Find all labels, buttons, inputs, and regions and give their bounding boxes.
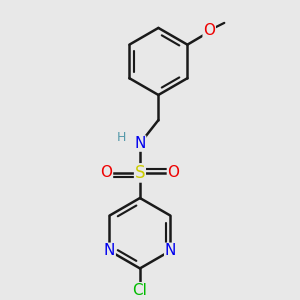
Text: O: O (100, 165, 112, 180)
Text: O: O (203, 23, 215, 38)
Text: N: N (104, 243, 115, 258)
Text: H: H (117, 131, 126, 144)
Text: O: O (167, 165, 179, 180)
Text: S: S (135, 164, 145, 182)
Text: Cl: Cl (133, 283, 147, 298)
Text: N: N (165, 243, 176, 258)
Text: N: N (134, 136, 146, 151)
